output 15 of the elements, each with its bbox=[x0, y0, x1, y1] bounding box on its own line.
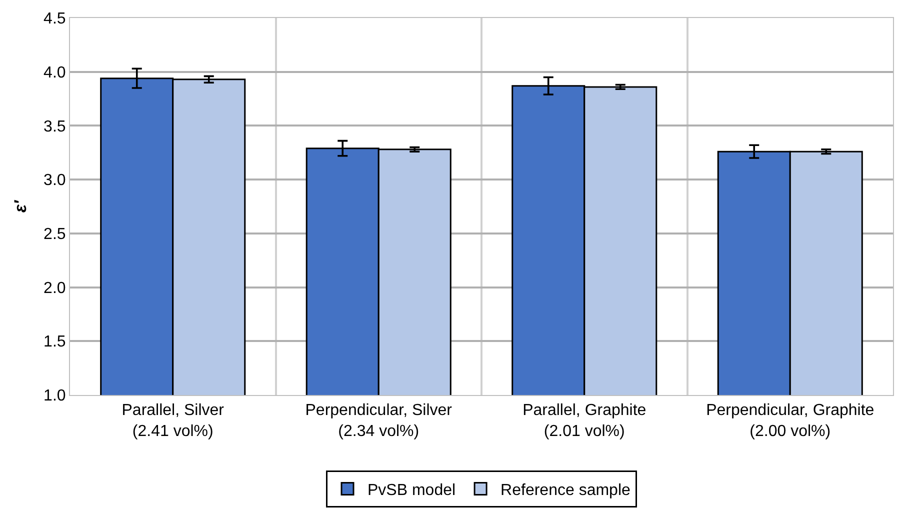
x-tick-label: Perpendicular, Silver (2.34 vol%) bbox=[305, 402, 453, 440]
x-tick-label: Parallel, Silver (2.41 vol%) bbox=[122, 402, 225, 440]
y-axis-title: ε′ bbox=[11, 199, 30, 213]
y-tick-label: 3.5 bbox=[44, 118, 66, 136]
y-tick-label: 1.0 bbox=[44, 388, 66, 405]
y-tick-label: 3.0 bbox=[44, 172, 66, 190]
x-tick-label: Perpendicular, Graphite (2.00 vol%) bbox=[706, 402, 874, 440]
y-tick-label: 4.0 bbox=[44, 64, 66, 82]
y-tick-label: 2.0 bbox=[44, 280, 66, 297]
x-tick-label: Parallel, Graphite (2.01 vol%) bbox=[522, 402, 646, 440]
y-tick-label: 2.5 bbox=[44, 226, 66, 244]
legend-label: PvSB model bbox=[368, 482, 456, 500]
legend-label: Reference sample bbox=[500, 482, 630, 500]
y-tick-label: 4.5 bbox=[44, 10, 66, 28]
y-tick-label: 1.5 bbox=[44, 334, 66, 351]
